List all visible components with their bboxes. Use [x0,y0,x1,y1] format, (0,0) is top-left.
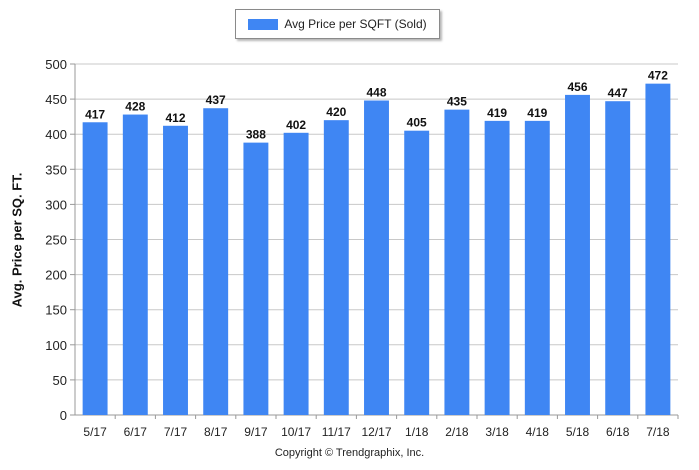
x-tick-label: 10/17 [281,425,311,439]
copyright-text: Copyright © Trendgraphix, Inc. [274,447,425,459]
y-tick-label: 150 [45,303,67,318]
bar [163,125,188,415]
bar [524,120,550,415]
legend-label: Avg Price per SQFT (Sold) [284,17,427,31]
data-label: 417 [85,107,105,121]
legend: Avg Price per SQFT (Sold) [235,9,440,39]
data-label: 456 [567,80,587,94]
bar [243,142,269,415]
legend-swatch [248,18,279,30]
bar [404,130,430,415]
bar [444,109,470,415]
x-tick-label: 2/18 [445,425,469,439]
x-tick-label: 7/18 [646,425,670,439]
bar [203,108,229,415]
data-label: 428 [125,100,145,114]
x-tick-label: 8/17 [204,425,228,439]
data-label: 402 [286,118,306,132]
bar [645,83,671,415]
data-label: 419 [487,106,507,120]
x-tick-label: 12/17 [361,425,391,439]
y-tick-label: 100 [45,338,67,353]
y-tick-label: 300 [45,197,67,212]
bar [283,132,309,415]
bar [484,120,510,415]
data-label: 420 [326,105,346,119]
data-label: 435 [447,95,467,109]
x-tick-label: 1/18 [405,425,429,439]
data-label: 419 [527,106,547,120]
data-label: 412 [165,111,185,125]
x-tick-label: 3/18 [485,425,509,439]
y-tick-label: 50 [53,373,67,388]
bar [323,120,349,415]
y-tick-label: 200 [45,268,67,283]
x-tick-label: 9/17 [244,425,268,439]
x-tick-label: 7/17 [164,425,188,439]
data-label: 437 [206,93,226,107]
data-label: 472 [648,69,668,83]
data-label: 405 [407,116,427,130]
data-label: 448 [366,86,386,100]
x-tick-label: 6/18 [606,425,630,439]
x-tick-label: 5/17 [83,425,107,439]
x-tick-label: 5/18 [566,425,590,439]
x-tick-label: 4/18 [526,425,550,439]
y-tick-label: 350 [45,162,67,177]
data-label: 388 [246,128,266,142]
bar [82,122,108,416]
bar [565,94,590,415]
y-tick-label: 500 [45,57,67,72]
y-tick-label: 0 [60,408,67,423]
x-tick-label: 11/17 [322,425,351,439]
data-label: 447 [608,86,628,100]
bar [364,100,389,415]
x-tick-label: 6/17 [124,425,148,439]
bar [122,114,148,415]
bar [605,101,631,416]
y-tick-label: 250 [45,233,67,248]
y-tick-label: 450 [45,92,67,107]
y-tick-label: 400 [45,127,67,142]
